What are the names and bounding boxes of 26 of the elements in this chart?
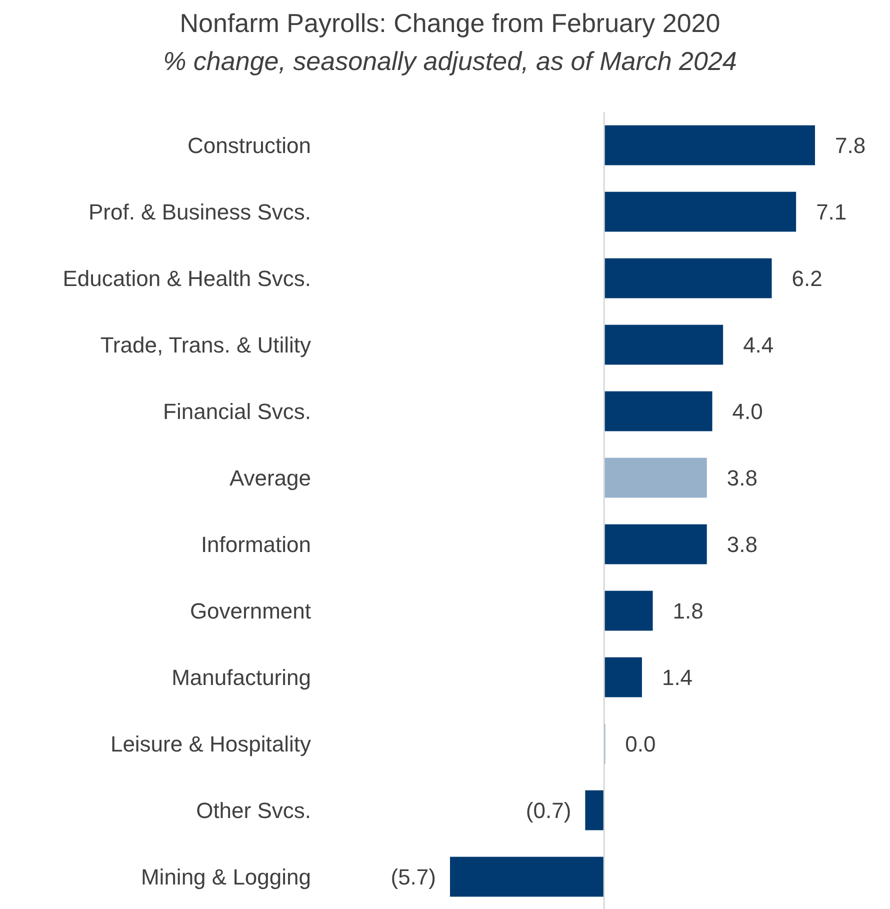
data-label: 3.8 [726,465,758,490]
data-label: 0.0 [625,731,656,756]
y-tick-label: Trade, Trans. & Utility [100,332,311,358]
chart-subtitle: % change, seasonally adjusted, as of March 2024 [163,46,737,76]
data-label: (0.7) [526,798,572,823]
y-tick-label: Other Svcs. [196,798,311,823]
y-tick-label: Mining & Logging [140,864,311,890]
data-label: 7.8 [835,132,866,158]
y-tick-label: Financial Svcs. [163,398,311,424]
y-tick-label: Average [229,465,311,490]
y-tick-label: Government [190,598,311,624]
chart-title: Nonfarm Payrolls: Change from February 2020 [180,8,720,38]
data-label: 6.2 [792,266,822,291]
data-label: (5.7) [390,864,436,890]
y-tick-label: Construction [187,132,311,158]
data-label: 7.1 [816,199,847,224]
y-tick-label: Education & Health Svcs. [62,266,311,291]
y-tick-label: Manufacturing [172,664,311,690]
data-label: 4.4 [743,332,774,358]
data-label: 3.8 [726,532,758,557]
y-tick-label: Prof. & Business Svcs. [88,199,311,224]
data-label: 1.8 [672,598,704,624]
data-label: 4.0 [732,398,763,424]
y-tick-label: Information [200,532,311,557]
data-label: 1.4 [662,664,693,690]
y-tick-label: Leisure & Hospitality [110,731,311,756]
